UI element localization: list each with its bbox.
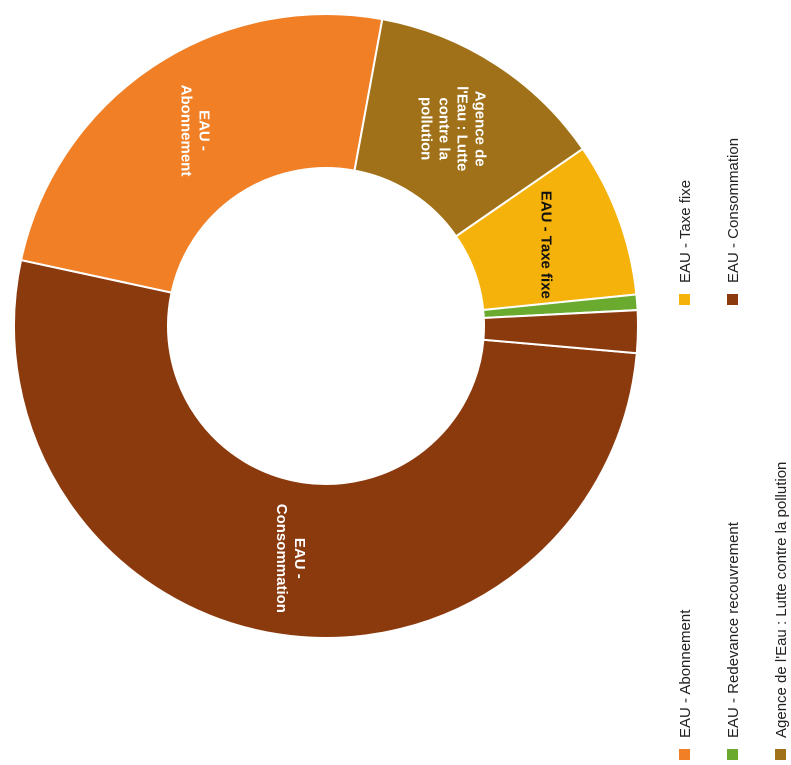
- legend-label: Agence de l'Eau : Lutte contre la pollut…: [773, 462, 790, 738]
- slice-label-3: EAU - Taxe fixe: [538, 191, 555, 299]
- legend-item: EAU - Redevance recouvrement: [725, 521, 742, 760]
- slice-2: [353, 17, 585, 238]
- slice-label-line: EAU -: [291, 538, 308, 579]
- legend: EAU - Abonnement EAU - Redevance recouvre…: [677, 138, 790, 760]
- slice-label-1: EAU -Abonnement: [178, 85, 213, 177]
- legend-swatch: [775, 749, 786, 760]
- slice-label-line: EAU -: [196, 110, 213, 151]
- legend-label: EAU - Taxe fixe: [677, 180, 694, 283]
- legend-swatch: [727, 749, 738, 760]
- slice-label-line: Abonnement: [178, 85, 195, 177]
- legend-item: Agence de l'Eau : Lutte contre la pollut…: [773, 462, 790, 760]
- donut-slices: [13, 13, 639, 639]
- slice-0: [13, 258, 638, 639]
- legend-item: EAU - Abonnement: [677, 609, 694, 760]
- slice-label-0: EAU -Consommation: [273, 504, 308, 613]
- legend-item: EAU - Consommation: [725, 138, 742, 305]
- slice-label-2: Agence del'Eau : Luttecontre lapollution: [418, 86, 489, 171]
- legend-label: EAU - Consommation: [725, 138, 742, 283]
- legend-item: EAU - Taxe fixe: [677, 180, 694, 305]
- legend-label: EAU - Abonnement: [677, 609, 694, 738]
- legend-label: EAU - Redevance recouvrement: [725, 521, 742, 738]
- slice-label-line: Consommation: [273, 504, 290, 613]
- slice-5: [482, 309, 639, 355]
- legend-swatch: [727, 294, 738, 305]
- slice-label-line: contre la: [436, 97, 453, 160]
- legend-swatch: [679, 294, 690, 305]
- slice-label-line: EAU - Taxe fixe: [538, 191, 555, 299]
- slice-label-line: Agence de: [472, 91, 489, 167]
- slice-1: [19, 13, 384, 294]
- slice-label-line: pollution: [418, 97, 435, 160]
- legend-swatch: [679, 749, 690, 760]
- slice-label-line: l'Eau : Lutte: [454, 86, 471, 171]
